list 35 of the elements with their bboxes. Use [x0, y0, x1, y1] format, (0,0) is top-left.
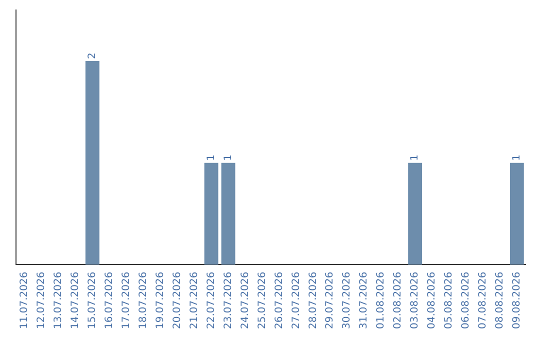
x-tick-label: 05.08.2026	[444, 272, 455, 330]
x-tick-label: 26.07.2026	[274, 272, 285, 330]
x-tick-label: 11.07.2026	[19, 272, 30, 330]
x-tick-label: 06.08.2026	[460, 272, 472, 330]
x-tick-label: 03.08.2026	[410, 272, 421, 330]
x-tick-label: 04.08.2026	[426, 272, 438, 330]
x-tick-label: 08.08.2026	[494, 272, 506, 330]
x-tick-label: 02.08.2026	[392, 272, 404, 330]
x-tick-label: 19.07.2026	[154, 272, 166, 330]
x-tick-label: 30.07.2026	[342, 272, 353, 330]
x-tick-label: 16.07.2026	[104, 272, 115, 330]
x-tick-label: 12.07.2026	[36, 272, 48, 330]
data-label: 1	[410, 154, 421, 161]
x-tick-label: 01.08.2026	[376, 272, 387, 330]
x-tick-label: 07.08.2026	[478, 272, 489, 330]
x-tick-label: 25.07.2026	[256, 272, 268, 330]
x-tick-label: 15.07.2026	[87, 272, 98, 330]
x-tick-label: 28.07.2026	[308, 272, 319, 330]
data-label: 1	[206, 154, 217, 161]
x-tick-label: 23.07.2026	[222, 272, 234, 330]
x-tick-label: 09.08.2026	[512, 272, 523, 330]
x-tick-label: 17.07.2026	[120, 272, 132, 330]
x-tick-label: 18.07.2026	[138, 272, 149, 330]
x-tick-label: 31.07.2026	[358, 272, 370, 330]
x-tick-label: 14.07.2026	[70, 272, 82, 330]
x-tick-label: 22.07.2026	[206, 272, 217, 330]
data-label: 2	[87, 52, 98, 59]
data-label: 1	[512, 154, 523, 161]
x-tick-label: 27.07.2026	[290, 272, 302, 330]
x-tick-label: 20.07.2026	[172, 272, 183, 330]
x-tick-label: 13.07.2026	[53, 272, 64, 330]
x-tick-label: 24.07.2026	[240, 272, 251, 330]
data-label: 1	[222, 154, 234, 161]
x-tick-label: 21.07.2026	[188, 272, 200, 330]
x-tick-label: 29.07.2026	[324, 272, 336, 330]
